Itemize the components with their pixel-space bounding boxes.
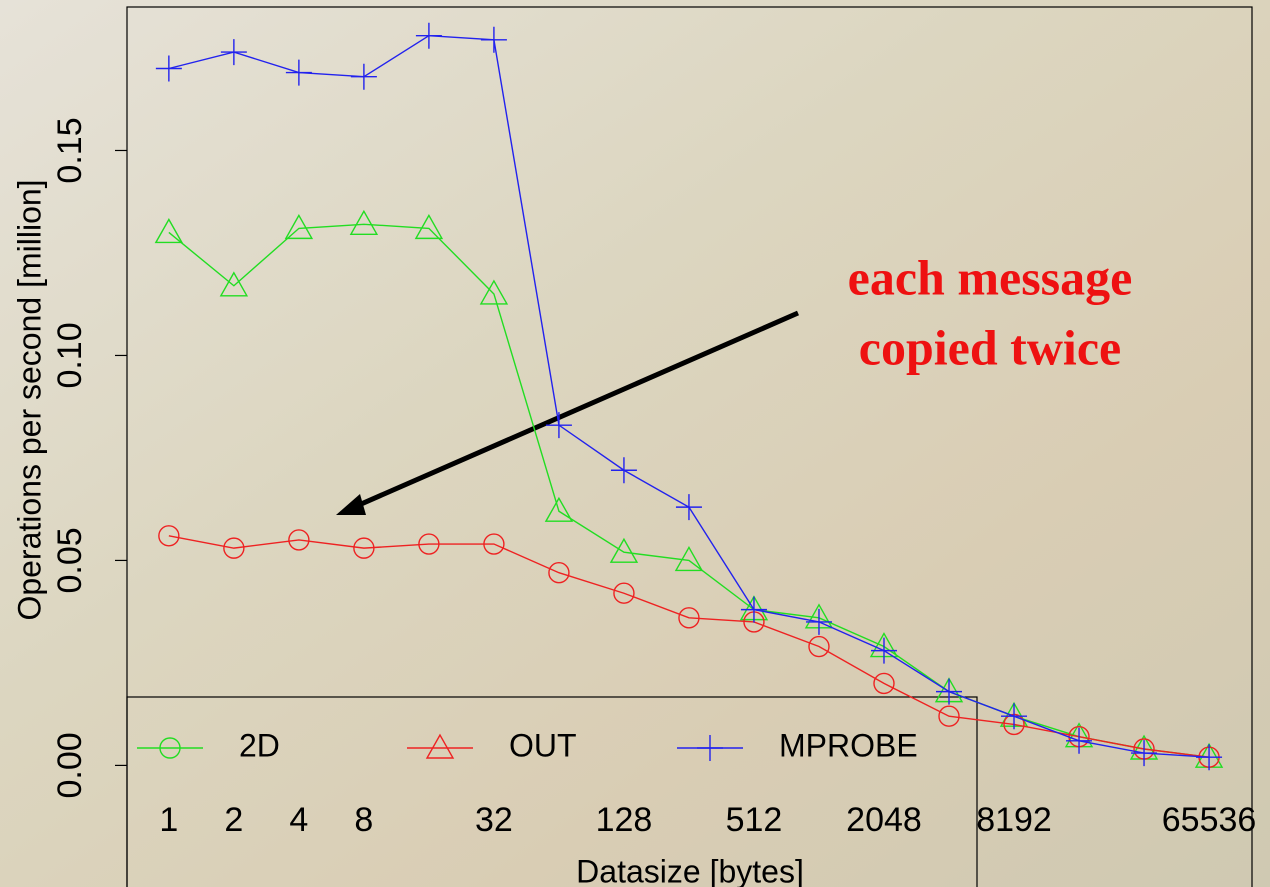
- legend-label: 2D: [239, 727, 280, 763]
- background: [0, 0, 1270, 887]
- legend-label: OUT: [509, 727, 577, 763]
- x-tick-label: 1: [159, 801, 178, 839]
- x-tick-label: 32: [475, 801, 513, 839]
- x-tick-label: 2: [224, 801, 243, 839]
- x-tick-label: 128: [596, 801, 653, 839]
- annotation: each message: [848, 249, 1133, 305]
- x-axis-label: Datasize [bytes]: [576, 853, 804, 887]
- x-tick-label: 4: [289, 801, 308, 839]
- x-tick-label: 65536: [1162, 801, 1257, 839]
- y-axis-label: Operations per second [million]: [11, 179, 47, 620]
- annotation: copied twice: [859, 319, 1121, 375]
- x-tick-label: 8: [354, 801, 373, 839]
- y-tick-label: 0.15: [51, 117, 89, 183]
- y-tick-label: 0.05: [51, 527, 89, 593]
- legend-label: MPROBE: [779, 727, 918, 763]
- y-tick-label: 0.10: [51, 322, 89, 388]
- y-tick-label: 0.00: [51, 732, 89, 798]
- x-tick-label: 512: [726, 801, 783, 839]
- chart: Datasize [bytes] Operations per second […: [0, 0, 1270, 887]
- x-tick-label: 2048: [846, 801, 922, 839]
- x-tick-label: 8192: [976, 801, 1052, 839]
